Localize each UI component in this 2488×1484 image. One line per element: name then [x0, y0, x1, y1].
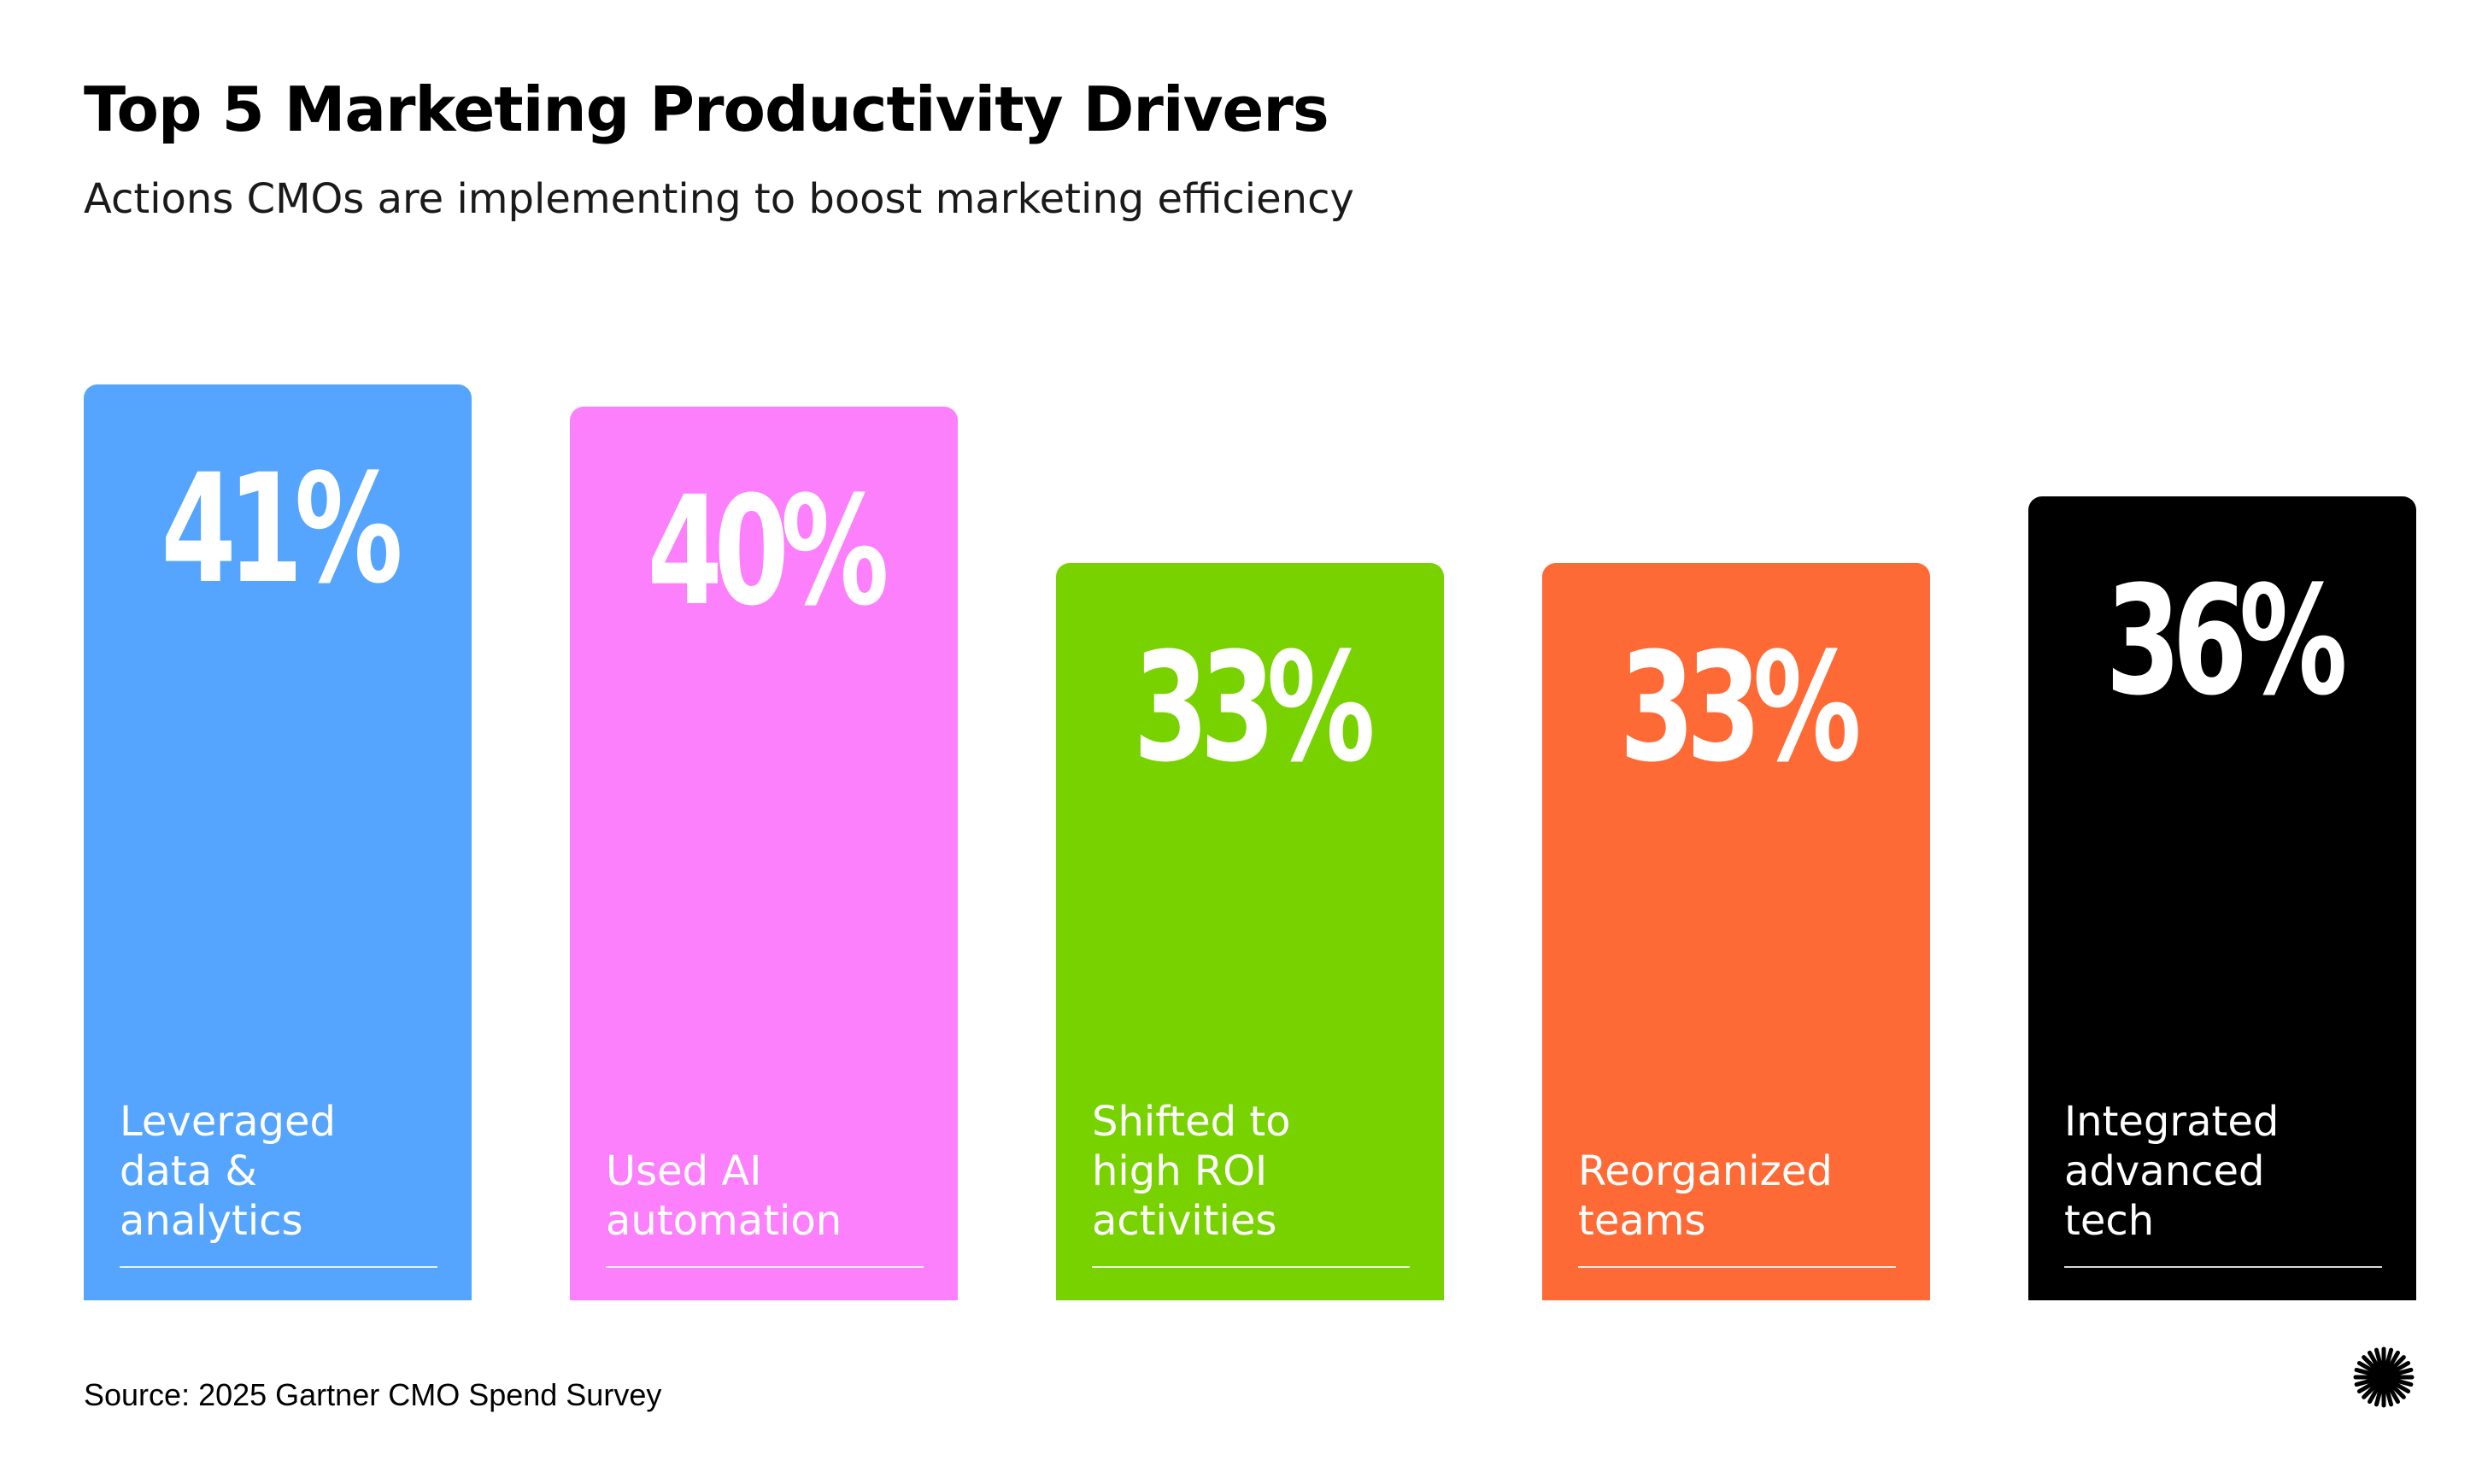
starburst-ray	[2384, 1350, 2400, 1375]
starburst-core	[2375, 1369, 2392, 1386]
bar-2: 40% Used AI automation	[570, 407, 958, 1300]
bar-underline	[1092, 1266, 1410, 1268]
bar-category-label: Used AI automation	[606, 1147, 842, 1245]
bar-5: 36% Integrated advanced tech	[2028, 496, 2416, 1300]
starburst-ray	[2383, 1347, 2394, 1375]
starburst-ray	[2356, 1361, 2382, 1377]
starburst-ray	[2362, 1355, 2383, 1376]
bar-4: 33% Reorganized teams	[1542, 563, 1930, 1300]
bar-underline	[1578, 1266, 1896, 1268]
starburst-ray	[2383, 1380, 2394, 1407]
bar-3: 33% Shifted to high ROI activities	[1056, 563, 1444, 1300]
bar-category-label: Reorganized teams	[1578, 1147, 1833, 1245]
source-note: Source: 2025 Gartner CMO Spend Survey	[84, 1377, 662, 1412]
bar-underline	[606, 1266, 924, 1268]
bar-category-label: Integrated advanced tech	[2064, 1098, 2280, 1245]
bar-value-label: 36%	[2105, 554, 2347, 729]
starburst-ray	[2386, 1367, 2414, 1378]
starburst-ray	[2374, 1347, 2385, 1375]
bar-category-label: Leveraged data & analytics	[120, 1098, 336, 1245]
starburst-ray	[2374, 1380, 2385, 1407]
bar-category-label: Shifted to high ROI activities	[1092, 1098, 1291, 1245]
starburst-ray	[2384, 1379, 2400, 1405]
starburst-ray	[2362, 1378, 2383, 1399]
starburst-ray	[2385, 1378, 2406, 1399]
starburst-ray	[2386, 1376, 2414, 1387]
bar-value-label: 33%	[1619, 620, 1861, 795]
starburst-ray	[2385, 1361, 2411, 1377]
chart-subtitle: Actions CMOs are implementing to boost m…	[84, 175, 1354, 223]
bar-underline	[2064, 1266, 2382, 1268]
bar-value-label: 33%	[1133, 620, 1375, 795]
bar-value-label: 40%	[647, 464, 889, 639]
starburst-ray	[2368, 1379, 2384, 1405]
bar-1: 41% Leveraged data & analytics	[84, 384, 472, 1300]
starburst-icon	[2353, 1346, 2415, 1408]
starburst-ray	[2385, 1355, 2406, 1376]
bar-value-label: 41%	[161, 442, 402, 617]
starburst-ray	[2385, 1377, 2411, 1393]
chart-title: Top 5 Marketing Productivity Drivers	[84, 73, 1329, 145]
starburst-ray	[2354, 1376, 2381, 1387]
starburst-ray	[2368, 1350, 2384, 1375]
bar-underline	[120, 1266, 437, 1268]
starburst-ray	[2356, 1377, 2382, 1393]
starburst-ray	[2354, 1367, 2381, 1378]
